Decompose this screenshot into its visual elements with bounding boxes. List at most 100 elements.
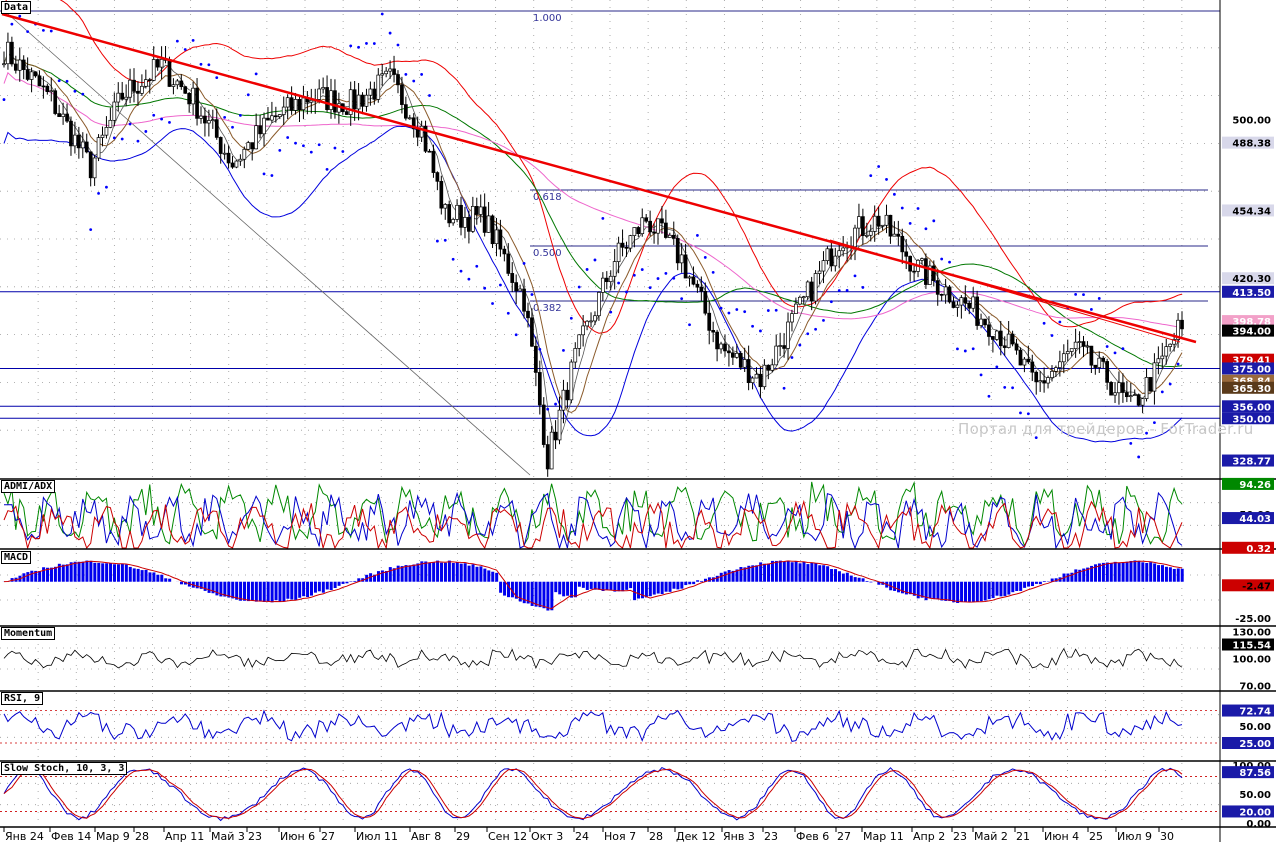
candle-body	[750, 377, 755, 384]
parabolic-sar-dot	[940, 257, 944, 261]
macd-bar	[526, 581, 530, 604]
panel-title-admi: ADMI/ADX	[1, 480, 56, 493]
parabolic-sar-dot	[2, 98, 6, 101]
macd-bar	[932, 581, 936, 599]
price-tag-bg	[1222, 362, 1274, 375]
parabolic-sar-dot	[246, 93, 250, 97]
parabolic-sar-dot	[719, 306, 723, 310]
candle-body	[463, 217, 467, 228]
macd-bar	[1023, 581, 1027, 588]
parabolic-sar-dot	[223, 115, 227, 119]
candle-body	[967, 302, 972, 309]
macd-bar	[491, 571, 495, 582]
candle-body	[754, 373, 759, 379]
rsi-line	[3, 709, 1183, 742]
parabolic-sar-dot	[688, 323, 691, 327]
candle-body	[317, 88, 322, 100]
candle-body	[482, 206, 487, 233]
momentum-panel[interactable]	[3, 647, 1183, 670]
macd-bar	[168, 578, 172, 582]
candle-body	[57, 113, 62, 117]
parabolic-sar-dot	[380, 12, 384, 16]
momentum-axis-tick: 100.00	[1232, 655, 1271, 666]
parabolic-sar-dot	[1129, 441, 1133, 445]
parabolic-sar-dot	[97, 191, 100, 195]
stoch-tag: 20.00	[1239, 807, 1271, 818]
macd-bar	[373, 574, 377, 582]
parabolic-sar-dot	[168, 120, 171, 124]
macd-bar	[506, 581, 510, 598]
macd-bar	[128, 566, 132, 582]
macd-bar	[1117, 562, 1121, 582]
candle-body	[943, 286, 948, 296]
parabolic-sar-dot	[845, 289, 849, 292]
candle-body	[1081, 341, 1086, 347]
price-tag: 365.30	[1232, 384, 1271, 395]
candle-body	[829, 248, 834, 267]
candle-body	[1046, 377, 1050, 384]
candle-body	[1168, 343, 1173, 347]
time-axis: Янв 24 Фев 14 Мар 9 28 Апр 11 Май 3 23 Июн 6 27 И…	[3, 827, 1174, 842]
parabolic-sar-dot	[924, 227, 928, 231]
parabolic-sar-dot	[822, 318, 825, 322]
panel-title-momentum: Momentum	[1, 627, 56, 640]
macd-bar	[1090, 565, 1094, 582]
macd-bar	[1101, 562, 1105, 582]
candle-body	[447, 204, 452, 224]
candle-body	[821, 260, 826, 272]
panel-title-rsi: RSI, 9	[1, 692, 44, 705]
macd-bar	[388, 567, 392, 582]
admi-panel[interactable]	[3, 480, 1183, 550]
rsi-panel[interactable]	[0, 709, 1220, 744]
macd-bar	[625, 581, 629, 590]
time-tick-label: 25	[1089, 830, 1103, 842]
stoch-panel[interactable]	[0, 766, 1220, 822]
macd-bar	[61, 564, 65, 582]
parabolic-sar-dot	[483, 286, 487, 290]
price-panel[interactable]: 1.000 0.618 0.500 0.382	[0, 0, 1220, 477]
candle-body	[1050, 370, 1054, 378]
parabolic-sar-dot	[491, 302, 494, 305]
macd-panel[interactable]	[2, 560, 1184, 611]
parabolic-sar-dot	[932, 219, 936, 223]
macd-bar	[290, 581, 294, 600]
time-tick-label: Апр 2	[913, 830, 945, 842]
macd-bar	[964, 581, 968, 602]
macd-bar	[235, 581, 239, 600]
candle-body	[1002, 345, 1007, 348]
candle-body	[392, 68, 396, 75]
macd-bar	[341, 581, 345, 584]
candle-body	[467, 217, 471, 232]
candle-body	[112, 101, 117, 121]
candle-body	[61, 113, 65, 117]
macd-bar	[479, 566, 483, 582]
macd-bar	[703, 578, 707, 582]
candle-body	[679, 254, 684, 264]
macd-bar	[593, 581, 597, 590]
macd-signal-line	[3, 560, 1183, 610]
macd-bar	[723, 571, 727, 582]
macd-bar	[979, 581, 983, 602]
parabolic-sar-dot	[1113, 351, 1117, 355]
macd-bar	[652, 581, 656, 595]
time-tick-label: Мар 9	[96, 830, 130, 842]
parabolic-sar-dot	[766, 309, 770, 312]
macd-bar	[443, 562, 447, 582]
macd-bar	[991, 581, 995, 599]
macd-bar	[250, 581, 254, 601]
candle-body	[116, 92, 121, 103]
candle-body	[900, 235, 905, 253]
candle-body	[17, 59, 22, 71]
parabolic-sar-dot	[191, 38, 195, 42]
candle-body	[195, 87, 199, 119]
macd-bar	[416, 563, 420, 582]
candle-body	[1152, 362, 1157, 392]
candle-body	[380, 73, 385, 76]
candle-body	[490, 215, 495, 245]
parabolic-sar-dot	[1019, 411, 1022, 415]
macd-bar	[786, 560, 790, 582]
candle-body	[537, 372, 542, 406]
macd-bar	[1168, 567, 1172, 582]
macd-bar	[999, 581, 1003, 597]
